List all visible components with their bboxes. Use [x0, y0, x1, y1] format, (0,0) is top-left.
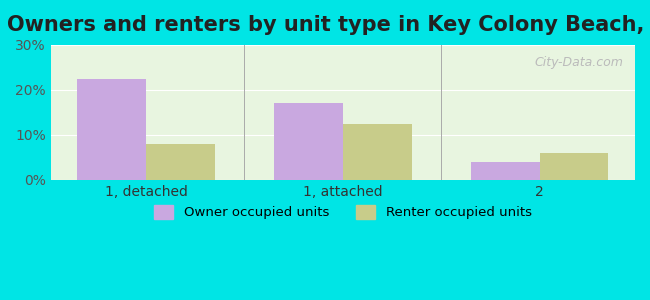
Bar [146, 144, 215, 180]
Bar [274, 103, 343, 180]
Legend: Owner occupied units, Renter occupied units: Owner occupied units, Renter occupied un… [148, 200, 538, 224]
Bar [343, 124, 411, 180]
Bar [540, 153, 608, 180]
Title: Owners and renters by unit type in Key Colony Beach, FL: Owners and renters by unit type in Key C… [6, 15, 650, 35]
Bar [77, 79, 146, 180]
Text: City-Data.com: City-Data.com [534, 56, 623, 69]
Bar [471, 162, 540, 180]
